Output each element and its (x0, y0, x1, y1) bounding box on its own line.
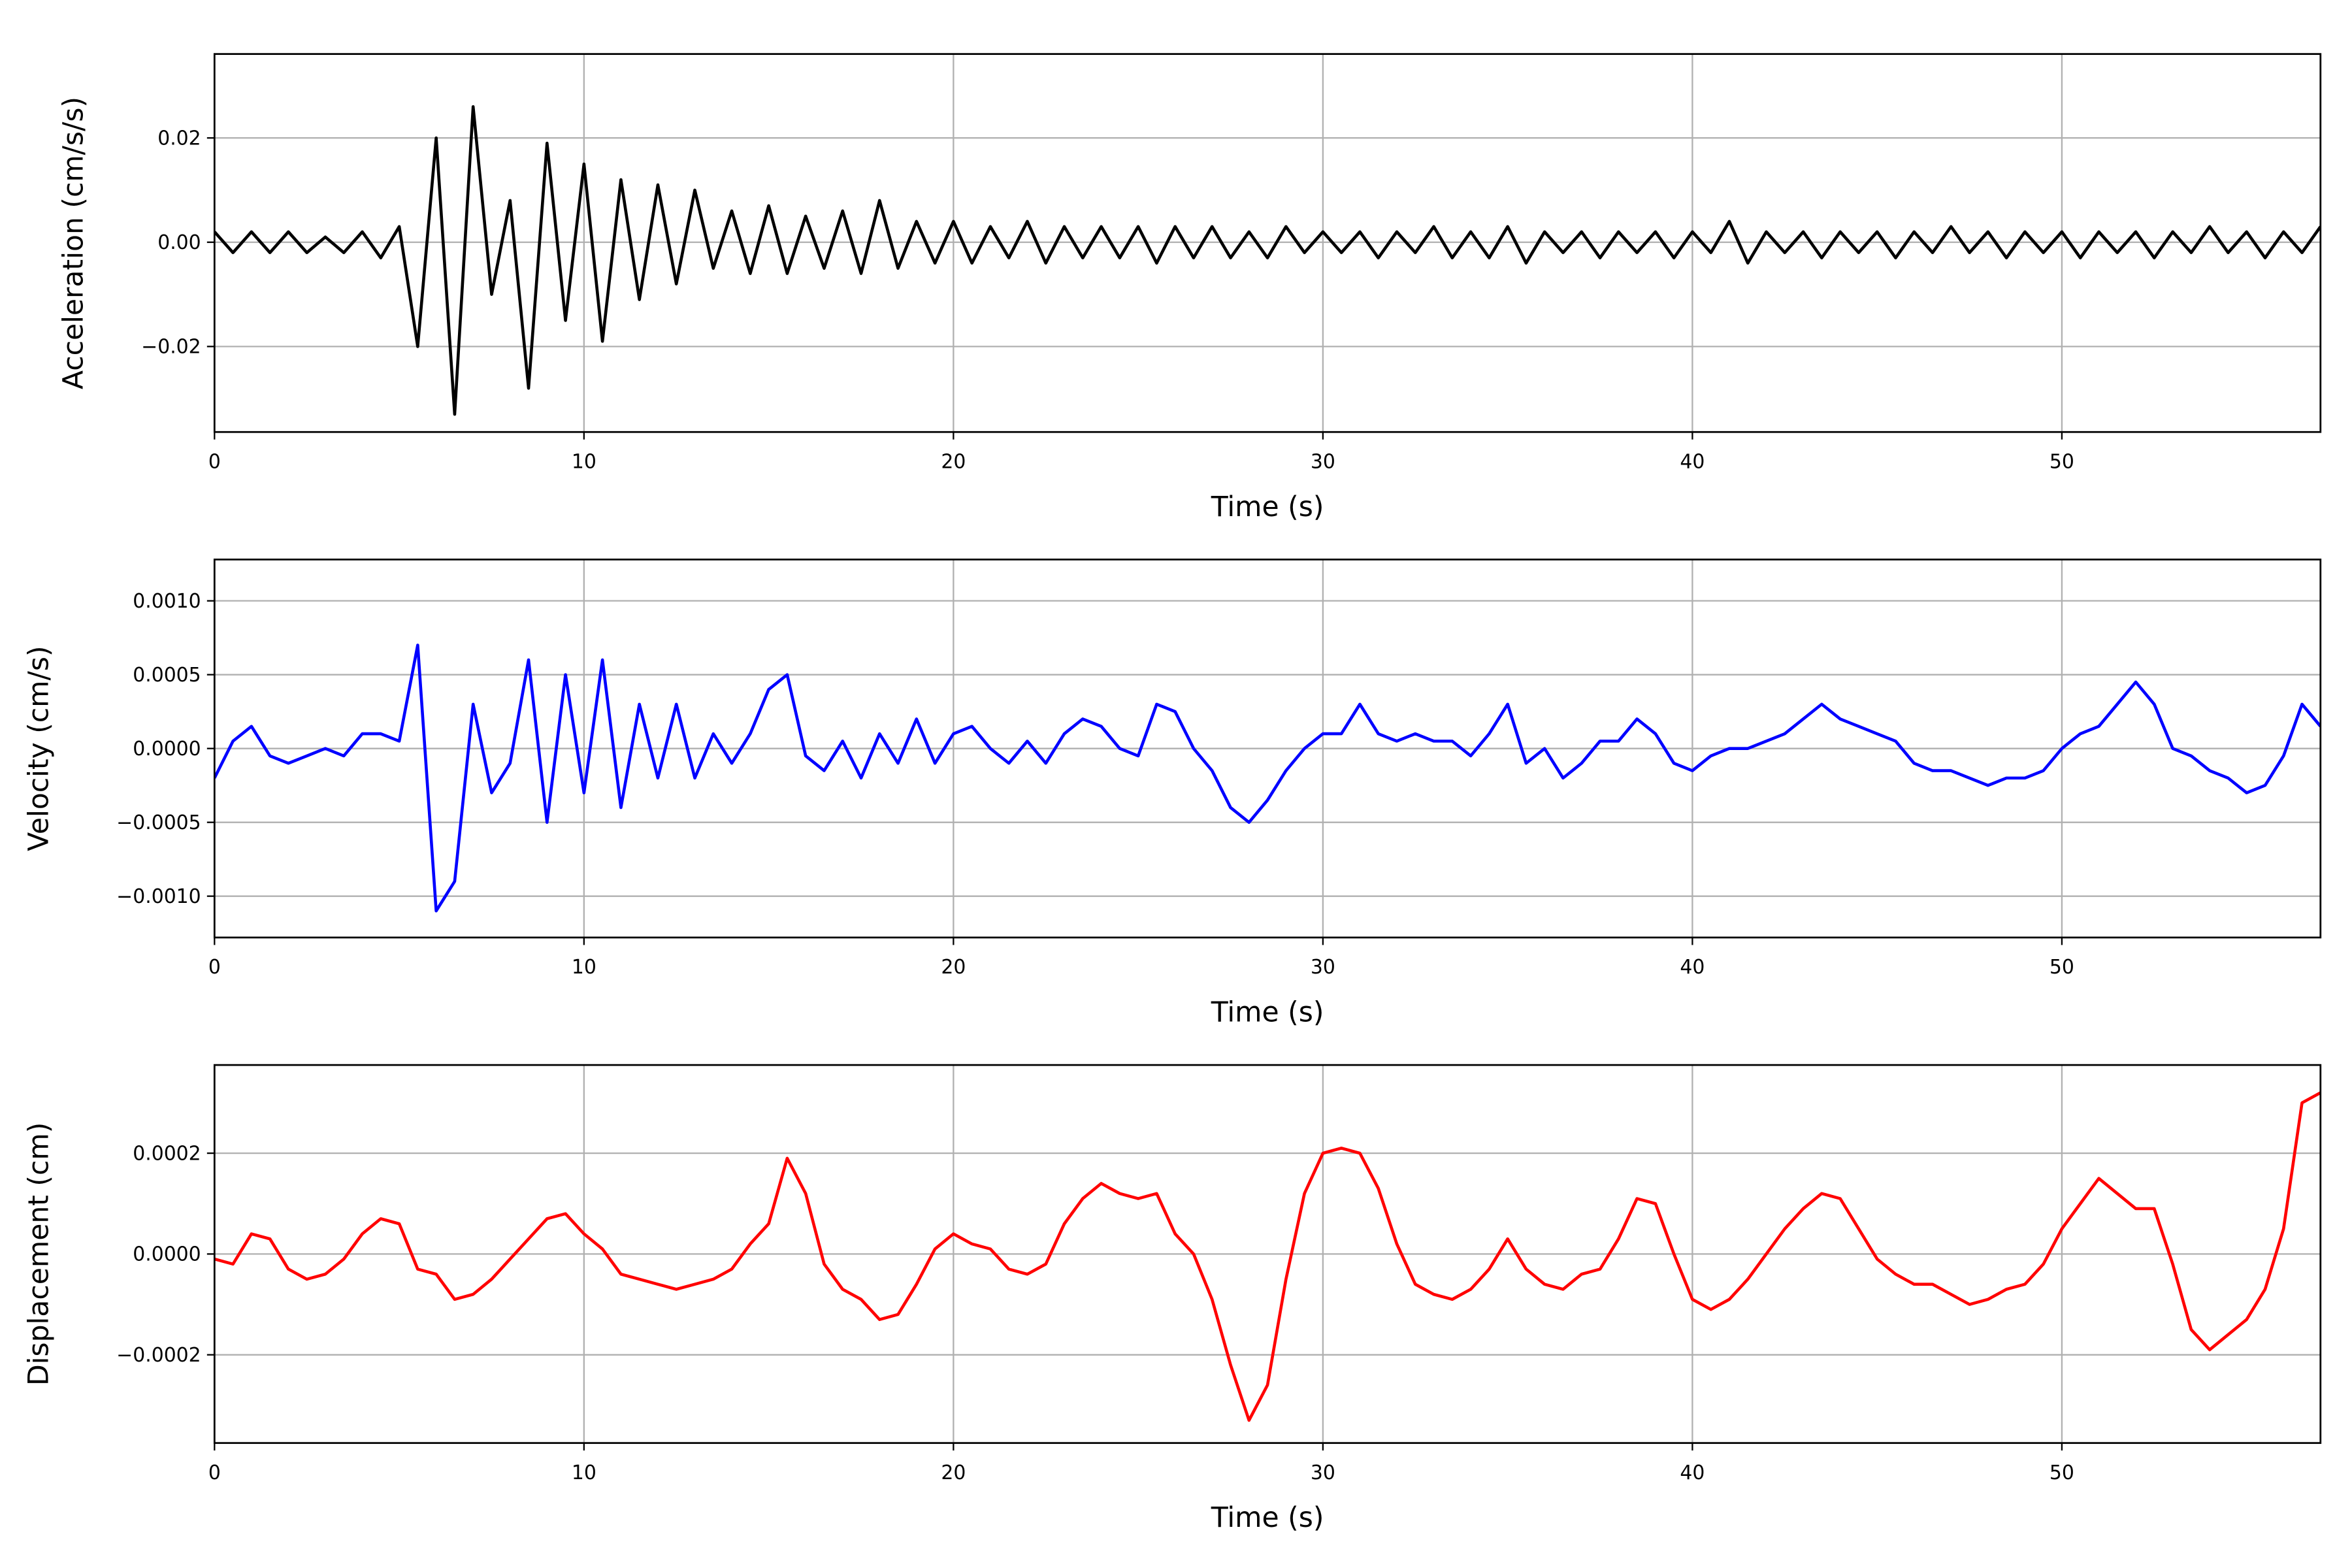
x-tick-label: 10 (572, 956, 596, 979)
y-tick-label: 0.0002 (133, 1142, 201, 1165)
y-tick-label: 0.00 (157, 231, 201, 254)
x-tick-label: 40 (1680, 1462, 1705, 1484)
x-tick-label: 0 (208, 956, 221, 979)
y-tick-label: 0.0005 (133, 664, 201, 687)
y-tick-label: 0.0010 (133, 590, 201, 613)
x-tick-label: 20 (941, 956, 966, 979)
axes-frame (213, 1064, 2322, 1445)
x-tick-label: 10 (572, 450, 596, 473)
y-tick-label: −0.0002 (116, 1344, 201, 1367)
x-tick-label: 30 (1311, 956, 1335, 979)
y-tick-label: −0.0010 (116, 885, 201, 908)
x-tick-label: 30 (1311, 1462, 1335, 1484)
x-tick-label: 20 (941, 450, 966, 473)
y-tick-label: 0.0000 (133, 738, 201, 760)
axes-frame (213, 559, 2322, 939)
y-axis-label: Velocity (cm/s) (23, 645, 55, 851)
x-axis-label: Time (s) (1211, 1502, 1324, 1534)
y-tick-label: 0.0000 (133, 1243, 201, 1266)
data-line (214, 644, 2321, 913)
x-tick-label: 50 (2050, 450, 2074, 473)
x-tick-label: 10 (572, 1462, 596, 1484)
x-tick-label: 50 (2050, 1462, 2074, 1484)
x-axis-label: Time (s) (1211, 997, 1324, 1029)
y-tick-label: 0.02 (157, 127, 201, 150)
x-tick-label: 0 (208, 1462, 221, 1484)
y-tick-label: −0.0005 (116, 811, 201, 834)
y-tick-label: −0.02 (141, 336, 201, 359)
data-line (214, 105, 2321, 416)
x-tick-label: 40 (1680, 450, 1705, 473)
x-axis-label: Time (s) (1211, 491, 1324, 523)
y-axis-label: Displacement (cm) (23, 1122, 55, 1386)
x-tick-label: 0 (208, 450, 221, 473)
x-tick-label: 20 (941, 1462, 966, 1484)
axes-frame (213, 53, 2322, 433)
x-tick-label: 30 (1311, 450, 1335, 473)
x-tick-label: 50 (2050, 956, 2074, 979)
x-tick-label: 40 (1680, 956, 1705, 979)
y-axis-label: Acceleration (cm/s/s) (57, 97, 90, 389)
data-line (214, 1091, 2321, 1422)
